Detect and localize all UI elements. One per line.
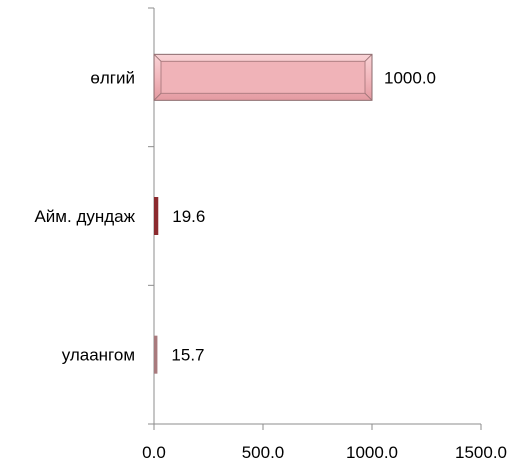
x-tick-label: 0.0 <box>142 443 166 462</box>
category-label: улаангом <box>62 346 135 365</box>
data-label: 1000.0 <box>384 68 436 87</box>
category-label: өлгий <box>90 68 135 87</box>
bar <box>153 53 373 101</box>
category-label: Айм. дундаж <box>34 207 135 226</box>
bar <box>154 335 158 374</box>
bar <box>154 197 159 235</box>
data-label: 19.6 <box>172 207 205 226</box>
x-tick-label: 500.0 <box>242 443 285 462</box>
x-tick-label: 1500.0 <box>455 443 507 462</box>
data-label: 15.7 <box>171 346 204 365</box>
x-tick-label: 1000.0 <box>346 443 398 462</box>
